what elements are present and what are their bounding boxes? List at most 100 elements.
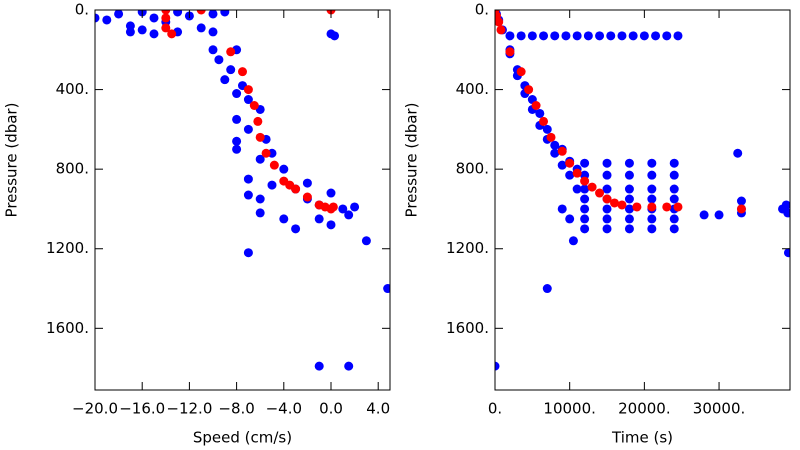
point (647, 170, 657, 180)
point (580, 204, 590, 214)
point (243, 190, 253, 200)
point (326, 188, 336, 198)
point (173, 10, 183, 17)
point (565, 214, 575, 224)
point (783, 208, 790, 218)
point (580, 194, 590, 204)
point (602, 214, 612, 224)
y-tick-label: 1200. (446, 239, 489, 257)
point (302, 178, 312, 188)
point (580, 176, 590, 186)
point (539, 31, 549, 41)
point (524, 85, 534, 95)
point (255, 154, 265, 164)
point (495, 17, 504, 27)
y-tick-label: 400. (56, 80, 89, 98)
point (249, 100, 259, 110)
point (583, 31, 593, 41)
y-tick-label: 400. (456, 80, 489, 98)
point (95, 13, 100, 23)
point (557, 204, 567, 214)
point (383, 284, 390, 294)
point (527, 31, 537, 41)
point (580, 224, 590, 234)
point (338, 204, 348, 214)
point (261, 148, 271, 158)
point (572, 168, 582, 178)
point (669, 184, 679, 194)
x-tick-label: −20.0 (72, 400, 118, 418)
point (208, 10, 218, 19)
point (546, 132, 556, 142)
point (161, 13, 171, 23)
point (669, 194, 679, 204)
x-tick-label: 10000. (543, 400, 596, 418)
point (232, 89, 242, 99)
y-tick-label: 0. (475, 1, 489, 19)
point (350, 202, 360, 212)
point (550, 148, 560, 158)
point (328, 202, 338, 212)
x-tick-label: 0.0 (319, 400, 343, 418)
point (669, 170, 679, 180)
point (628, 31, 638, 41)
point (580, 158, 590, 168)
point (226, 47, 236, 57)
point (736, 196, 746, 206)
point (617, 31, 627, 41)
x-tick-label: 4.0 (366, 400, 390, 418)
point (550, 140, 560, 150)
point (733, 148, 743, 158)
point (572, 31, 582, 41)
point (662, 202, 672, 212)
point (208, 27, 218, 37)
point (232, 136, 242, 146)
point (624, 224, 634, 234)
x-axis-title: Time (s) (611, 429, 673, 447)
point (255, 208, 265, 218)
point (550, 31, 560, 41)
point (647, 184, 657, 194)
y-tick-label: 1600. (446, 319, 489, 337)
point (565, 170, 575, 180)
points (495, 10, 790, 371)
point (344, 361, 354, 371)
point (495, 361, 500, 371)
y-tick-label: 1200. (46, 239, 89, 257)
y-axis-title: Pressure (dbar) (403, 103, 421, 218)
point (535, 108, 545, 118)
point (784, 248, 790, 258)
y-axis-title: Pressure (dbar) (3, 103, 21, 218)
y-tick-label: 800. (456, 160, 489, 178)
point (561, 31, 571, 41)
point (624, 170, 634, 180)
point (568, 236, 578, 246)
point (505, 31, 515, 41)
points (95, 10, 390, 371)
point (595, 188, 605, 198)
point (609, 198, 619, 208)
point (647, 194, 657, 204)
point (243, 85, 253, 95)
point (269, 160, 279, 170)
point (149, 29, 159, 39)
point (572, 184, 582, 194)
point (647, 158, 657, 168)
point (238, 67, 247, 77)
point (624, 158, 634, 168)
point (557, 146, 567, 156)
point (330, 31, 340, 41)
point (208, 45, 218, 55)
point (196, 10, 206, 15)
point (617, 200, 627, 210)
point (602, 224, 612, 234)
point (580, 214, 590, 224)
point (673, 202, 683, 212)
point (361, 236, 371, 246)
point (267, 180, 277, 190)
panel: 0. 400. 800. 1200. 1600. −20.0 −16.0 −12.0 −8.0−… (3, 1, 391, 447)
point (714, 210, 724, 220)
point (602, 184, 612, 194)
point (114, 10, 124, 19)
x-tick-label: 20000. (618, 400, 671, 418)
